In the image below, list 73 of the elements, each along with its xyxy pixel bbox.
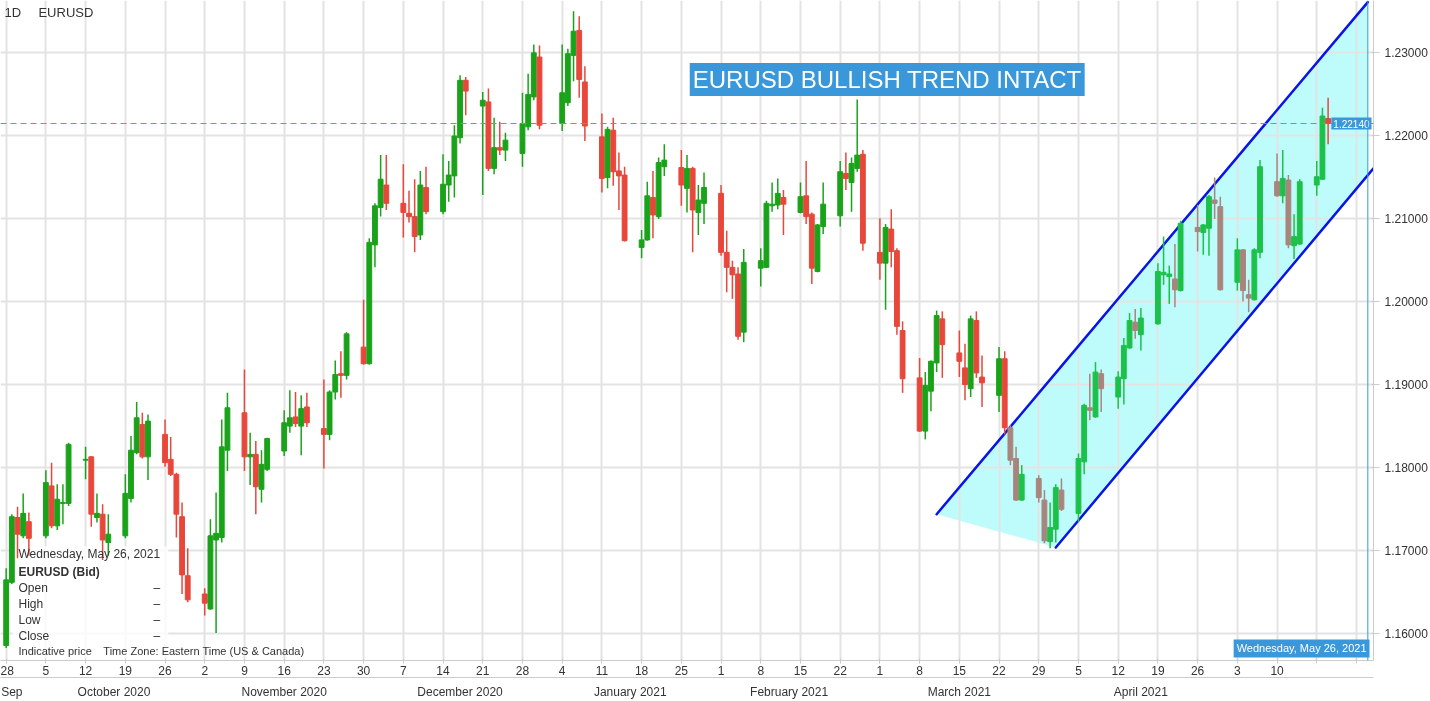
x-tick-label: 22 <box>833 663 848 678</box>
x-tick-label: 15 <box>793 663 808 678</box>
chart-subtitle: 1D <box>4 5 22 21</box>
x2-tick-label: Sep <box>1 684 23 699</box>
x-tick-label: 3 <box>1234 663 1241 678</box>
x-tick-label: 5 <box>42 663 50 678</box>
candlestick <box>956 329 963 378</box>
x-tick-label: 28 <box>515 663 530 678</box>
x-tick-label: 1 <box>876 663 884 678</box>
x-tick-label: 12 <box>78 663 93 678</box>
x-tick-label: 25 <box>674 663 689 678</box>
annotation: Open <box>18 581 48 596</box>
candlestick <box>1092 361 1099 419</box>
x-tick-label: 26 <box>158 663 173 678</box>
candlestick <box>1058 477 1065 512</box>
y-tick-label: 1.22000 <box>1384 128 1429 143</box>
y-tick-label: 1.20000 <box>1384 294 1429 309</box>
y-tick-label: 1.19000 <box>1384 378 1429 393</box>
annotation: Indicative price <box>18 645 92 658</box>
y-tick-label: 1.18000 <box>1384 461 1429 476</box>
x-tick-label: 10 <box>1270 663 1285 678</box>
x-tick-label: 28 <box>0 663 15 678</box>
ref-line-label: 1.22140 <box>1333 118 1370 130</box>
x-tick-label: 23 <box>317 663 331 678</box>
x-tick-label: 29 <box>1032 663 1046 678</box>
y-tick-label: 1.16000 <box>1384 627 1429 642</box>
annotation: – <box>153 581 161 596</box>
x-tick-label: 1 <box>717 663 725 678</box>
x2-tick-label: November 2020 <box>241 684 328 699</box>
x2-tick-label: February 2021 <box>750 684 829 699</box>
x2-tick-label: December 2020 <box>417 684 504 699</box>
x-tick-label: 5 <box>1075 663 1083 678</box>
y-tick-label: 1.21000 <box>1384 211 1429 226</box>
x-tick-label: 9 <box>241 663 249 678</box>
x-tick-label: 15 <box>952 663 967 678</box>
x-tick-label: 7 <box>399 663 407 678</box>
x-tick-label: 2 <box>201 663 209 678</box>
candlestick <box>241 368 248 472</box>
x-tick-label: 8 <box>916 663 924 678</box>
x2-tick-label: January 2021 <box>593 684 667 699</box>
candlestick <box>1211 176 1218 220</box>
annotation: EURUSD (Bid) <box>18 565 100 580</box>
annotation: EURUSD BULLISH TREND INTACT <box>692 66 1082 94</box>
annotation: – <box>153 597 161 612</box>
x2-tick-label: April 2021 <box>1113 684 1169 699</box>
x-tick-label: 19 <box>118 663 133 678</box>
annotation: Time Zone: Eastern Time (US & Canada) <box>103 645 305 658</box>
x2-tick-label: March 2021 <box>927 684 992 699</box>
x-tick-label: 16 <box>277 663 292 678</box>
x-tick-label: 11 <box>595 663 609 678</box>
y-tick-label: 1.17000 <box>1384 544 1429 559</box>
annotation: Close <box>18 629 50 644</box>
candlestick <box>536 44 543 131</box>
annotation: – <box>153 629 161 644</box>
x-tick-label: 4 <box>558 663 566 678</box>
x-tick-label: 12 <box>1111 663 1126 678</box>
x-tick-label: 14 <box>436 663 451 678</box>
candlestick <box>780 189 787 236</box>
x-tick-label: 30 <box>356 663 371 678</box>
x-tick-label: 18 <box>634 663 649 678</box>
ref-line-label: Wednesday, May 26, 2021 <box>1236 642 1367 655</box>
x2-tick-label: October 2020 <box>77 684 151 699</box>
x-tick-label: 26 <box>1190 663 1205 678</box>
x-tick-label: 8 <box>757 663 765 678</box>
x-tick-label: 19 <box>1151 663 1165 678</box>
chart-title: EURUSD <box>38 5 94 21</box>
annotation: Low <box>18 613 41 628</box>
annotation: – <box>153 613 161 628</box>
candlestick <box>502 131 509 162</box>
annotation: High <box>18 597 44 612</box>
x-tick-label: 22 <box>992 663 1007 678</box>
x-tick-label: 21 <box>476 663 490 678</box>
y-tick-label: 1.23000 <box>1384 45 1429 60</box>
